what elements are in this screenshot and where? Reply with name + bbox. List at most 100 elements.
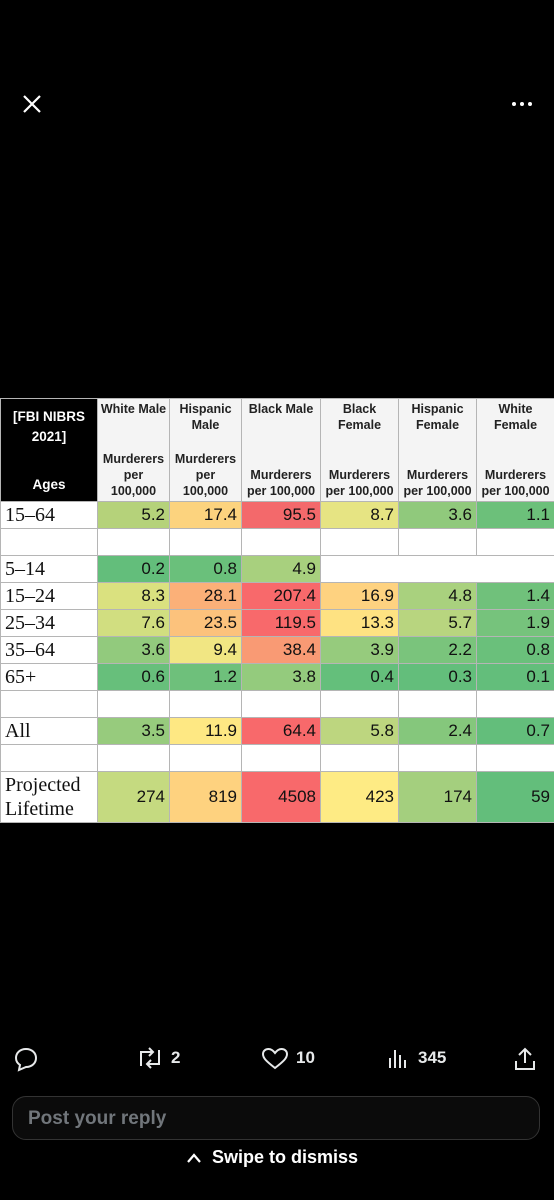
retweet-icon	[140, 1047, 160, 1069]
retweet-count: 2	[171, 1048, 181, 1067]
row-label: 5–14	[0, 555, 98, 583]
value-cell: 0.6	[97, 663, 170, 691]
close-icon	[23, 95, 41, 113]
empty-cell	[398, 528, 477, 556]
corner-title: [FBI NIBRS 2021]	[13, 409, 85, 444]
empty-cell	[476, 528, 554, 556]
value-cell: 17.4	[169, 501, 242, 529]
value-cell: 95.5	[241, 501, 321, 529]
empty-cell	[398, 690, 477, 718]
empty-cell	[241, 744, 321, 772]
heart	[261, 1047, 289, 1070]
column-unit: Murderers per 100,000	[481, 468, 550, 498]
value-cell: 1.1	[476, 501, 554, 529]
data-table: [FBI NIBRS 2021] Ages White Male Murderer…	[0, 398, 554, 823]
bars-glyph	[389, 1050, 406, 1068]
empty-cell	[97, 744, 170, 772]
empty-cell	[97, 528, 170, 556]
value-cell: 8.7	[320, 501, 399, 529]
column-group: Black Female	[337, 402, 382, 432]
value-cell: 13.3	[320, 609, 399, 637]
empty-cell	[477, 556, 554, 583]
data-row: 5–14 0.2 0.8 4.9	[0, 555, 554, 583]
view-count: 345	[418, 1048, 447, 1067]
row-label: 65+	[0, 663, 98, 691]
value-cell: 11.9	[169, 717, 242, 745]
column-unit: Murderers per 100,000	[246, 468, 316, 498]
close-button[interactable]	[20, 92, 44, 116]
empty-cell	[320, 744, 399, 772]
empty-cell	[321, 556, 399, 583]
column-group: Black Male	[248, 402, 314, 416]
value-cell: 207.4	[241, 582, 321, 610]
value-cell: 119.5	[241, 609, 321, 637]
value-cell: 0.2	[97, 555, 170, 583]
value-cell: 3.8	[241, 663, 321, 691]
header-content: White Male Murderers per 100,000	[100, 401, 167, 499]
reply-icon	[14, 1047, 38, 1072]
value-cell: 5.7	[398, 609, 477, 637]
column-header: White Female Murderers per 100,000	[476, 398, 554, 502]
value-cell: 0.1	[476, 663, 554, 691]
data-row: 35–64 3.6 9.4 38.4 3.9 2.2 0.8	[0, 636, 554, 664]
retweet-button[interactable]: 2	[135, 1046, 180, 1070]
empty-cell	[398, 744, 477, 772]
reply-button[interactable]	[13, 1046, 39, 1072]
value-cell: 23.5	[169, 609, 242, 637]
spacer-row	[0, 528, 554, 556]
data-row: 65+ 0.6 1.2 3.8 0.4 0.3 0.1	[0, 663, 554, 691]
reply-placeholder: Post your reply	[28, 1108, 167, 1129]
corner-label: Ages	[32, 477, 66, 492]
value-cell: 2.4	[398, 717, 477, 745]
chevron	[187, 1152, 201, 1163]
reply-box[interactable]: Post your reply	[12, 1096, 540, 1140]
header-content: Black Male Murderers per 100,000	[244, 401, 318, 499]
row-label: Projected Lifetime	[0, 771, 98, 823]
empty-cell	[399, 556, 477, 583]
row-label: 15–64	[0, 501, 98, 529]
value-cell: 4508	[241, 771, 321, 823]
column-group: White Female	[493, 402, 538, 432]
corner-cell: [FBI NIBRS 2021] Ages	[0, 398, 98, 502]
dot	[512, 102, 516, 106]
column-header: Hispanic Female Murderers per 100,000	[398, 398, 477, 502]
value-cell: 2.2	[398, 636, 477, 664]
data-row: All 3.5 11.9 64.4 5.8 2.4 0.7	[0, 717, 554, 745]
views-icon	[389, 1050, 406, 1068]
dismiss-hint: Swipe to dismiss	[186, 1147, 358, 1168]
column-header: Black Male Murderers per 100,000	[241, 398, 321, 502]
empty-cell	[169, 528, 242, 556]
column-unit: Murderers per 100,000	[174, 452, 237, 498]
share-button[interactable]	[512, 1046, 538, 1072]
value-cell: 16.9	[320, 582, 399, 610]
row-label: 25–34	[0, 609, 98, 637]
column-group: White Male	[100, 402, 167, 416]
header-row: [FBI NIBRS 2021] Ages White Male Murderer…	[0, 398, 554, 502]
table-body: [FBI NIBRS 2021] Ages White Male Murderer…	[0, 398, 554, 823]
data-row: 25–34 7.6 23.5 119.5 13.3 5.7 1.9	[0, 609, 554, 637]
value-cell: 274	[97, 771, 170, 823]
value-cell: 5.2	[97, 501, 170, 529]
value-cell: 38.4	[241, 636, 321, 664]
share-icon	[515, 1047, 535, 1070]
value-cell: 3.6	[398, 501, 477, 529]
value-cell: 0.3	[398, 663, 477, 691]
column-unit: Murderers per 100,000	[325, 468, 394, 498]
value-cell: 64.4	[241, 717, 321, 745]
empty-cell	[0, 744, 98, 772]
like-button[interactable]: 10	[260, 1046, 315, 1070]
data-row: 15–24 8.3 28.1 207.4 16.9 4.8 1.4	[0, 582, 554, 610]
empty-cell	[476, 690, 554, 718]
retweet-glyph	[140, 1047, 160, 1069]
value-cell: 3.5	[97, 717, 170, 745]
more-button[interactable]	[510, 98, 534, 110]
views-button[interactable]: 345	[386, 1046, 446, 1070]
data-row: Projected Lifetime 274 819 4508 423 174 59	[0, 771, 554, 823]
dot	[520, 102, 524, 106]
value-cell: 1.4	[476, 582, 554, 610]
empty-cell	[241, 528, 321, 556]
spacer-row	[0, 690, 554, 718]
value-cell: 8.3	[97, 582, 170, 610]
value-cell: 5.8	[320, 717, 399, 745]
